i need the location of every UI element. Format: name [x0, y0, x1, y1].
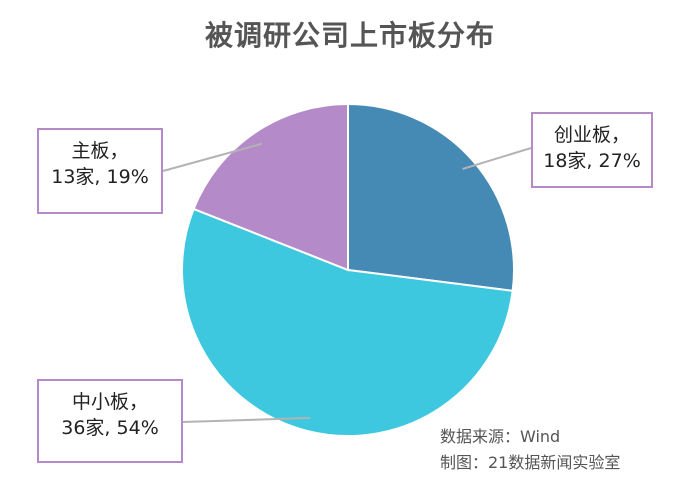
leader-line — [462, 147, 532, 170]
leader-line — [182, 416, 311, 423]
slice-zhongxiaoban — [181, 207, 514, 437]
slice-zhuban — [192, 102, 349, 272]
slice-label-zhongxiaoban: 中小板， 36家, 54% — [37, 379, 183, 463]
made-by-text: 制图：21数据新闻实验室 — [440, 453, 621, 472]
slice-label-value: 36家, 54% — [61, 417, 159, 439]
chart-title: 被调研公司上市板分布 — [204, 19, 495, 52]
slice-chuangyeban — [347, 102, 515, 292]
data-source-text: 数据来源：Wind — [440, 427, 561, 446]
source-note: 数据来源：Wind 制图：21数据新闻实验室 — [440, 424, 620, 476]
slice-label-name: 创业板， — [553, 124, 631, 146]
leader-lines — [162, 142, 532, 423]
slice-label-value: 13家, 19% — [51, 166, 149, 188]
leader-line — [162, 142, 263, 172]
slice-label-value: 18家, 27% — [543, 150, 641, 172]
pie-slices — [181, 102, 515, 437]
slice-label-name: 中小板， — [71, 391, 149, 413]
slice-label-chuangyeban: 创业板， 18家, 27% — [531, 112, 653, 188]
slice-label-name: 主板， — [71, 140, 129, 162]
slice-label-zhuban: 主板， 13家, 19% — [37, 128, 163, 214]
